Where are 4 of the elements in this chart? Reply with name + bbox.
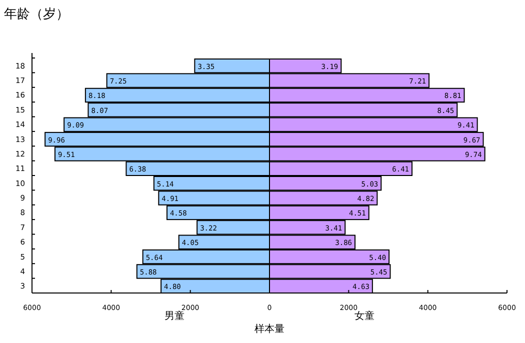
y-axis-title: 年龄（岁）	[4, 7, 69, 22]
series-label: 女童	[354, 310, 374, 322]
series-label: 男童	[164, 310, 184, 322]
x-axis-title: 样本量	[254, 323, 284, 335]
